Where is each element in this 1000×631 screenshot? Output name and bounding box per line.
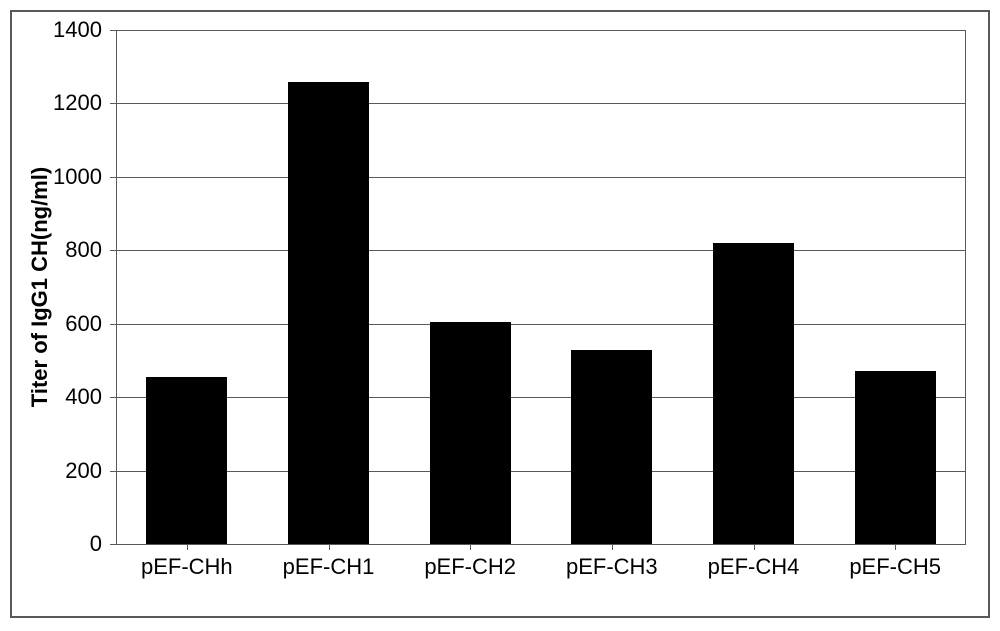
gridline <box>116 103 966 104</box>
y-tick-label: 800 <box>65 237 102 263</box>
gridline <box>116 324 966 325</box>
gridline <box>116 471 966 472</box>
bar <box>430 322 511 544</box>
bar <box>855 371 936 544</box>
y-tick-label: 400 <box>65 384 102 410</box>
y-tick-label: 1200 <box>53 90 102 116</box>
x-tick-label: pEF-CH2 <box>424 554 516 580</box>
x-tick-label: pEF-CH5 <box>849 554 941 580</box>
x-tick-label: pEF-CHh <box>141 554 233 580</box>
y-tick-mark <box>110 544 116 545</box>
y-axis-label: Titer of IgG1 CH(ng/ml) <box>27 167 53 407</box>
gridline <box>116 397 966 398</box>
x-tick-label: pEF-CH4 <box>708 554 800 580</box>
y-tick-label: 600 <box>65 311 102 337</box>
y-tick-mark <box>110 250 116 251</box>
y-tick-mark <box>110 103 116 104</box>
bar <box>571 350 652 544</box>
bar <box>146 377 227 544</box>
x-tick-mark <box>470 544 471 550</box>
gridline <box>116 250 966 251</box>
y-tick-label: 1400 <box>53 17 102 43</box>
y-tick-mark <box>110 324 116 325</box>
y-tick-label: 1000 <box>53 164 102 190</box>
x-tick-label: pEF-CH1 <box>283 554 375 580</box>
y-tick-mark <box>110 397 116 398</box>
bar <box>288 82 369 544</box>
y-tick-mark <box>110 471 116 472</box>
gridline <box>116 177 966 178</box>
y-tick-mark <box>110 177 116 178</box>
bar <box>713 243 794 544</box>
gridline <box>116 544 966 545</box>
y-axis-line <box>116 30 117 544</box>
x-tick-mark <box>754 544 755 550</box>
x-tick-label: pEF-CH3 <box>566 554 658 580</box>
plot-right-line <box>965 30 966 544</box>
y-tick-mark <box>110 30 116 31</box>
x-tick-mark <box>187 544 188 550</box>
gridline <box>116 30 966 31</box>
x-tick-mark <box>329 544 330 550</box>
y-tick-label: 0 <box>90 531 102 557</box>
x-tick-mark <box>612 544 613 550</box>
plot-area <box>116 30 966 544</box>
chart-frame: 0 200 400 600 800 1000 1200 1400 pEF-CHh pEF-CH1 p… <box>10 10 990 618</box>
x-tick-mark <box>895 544 896 550</box>
y-tick-label: 200 <box>65 458 102 484</box>
